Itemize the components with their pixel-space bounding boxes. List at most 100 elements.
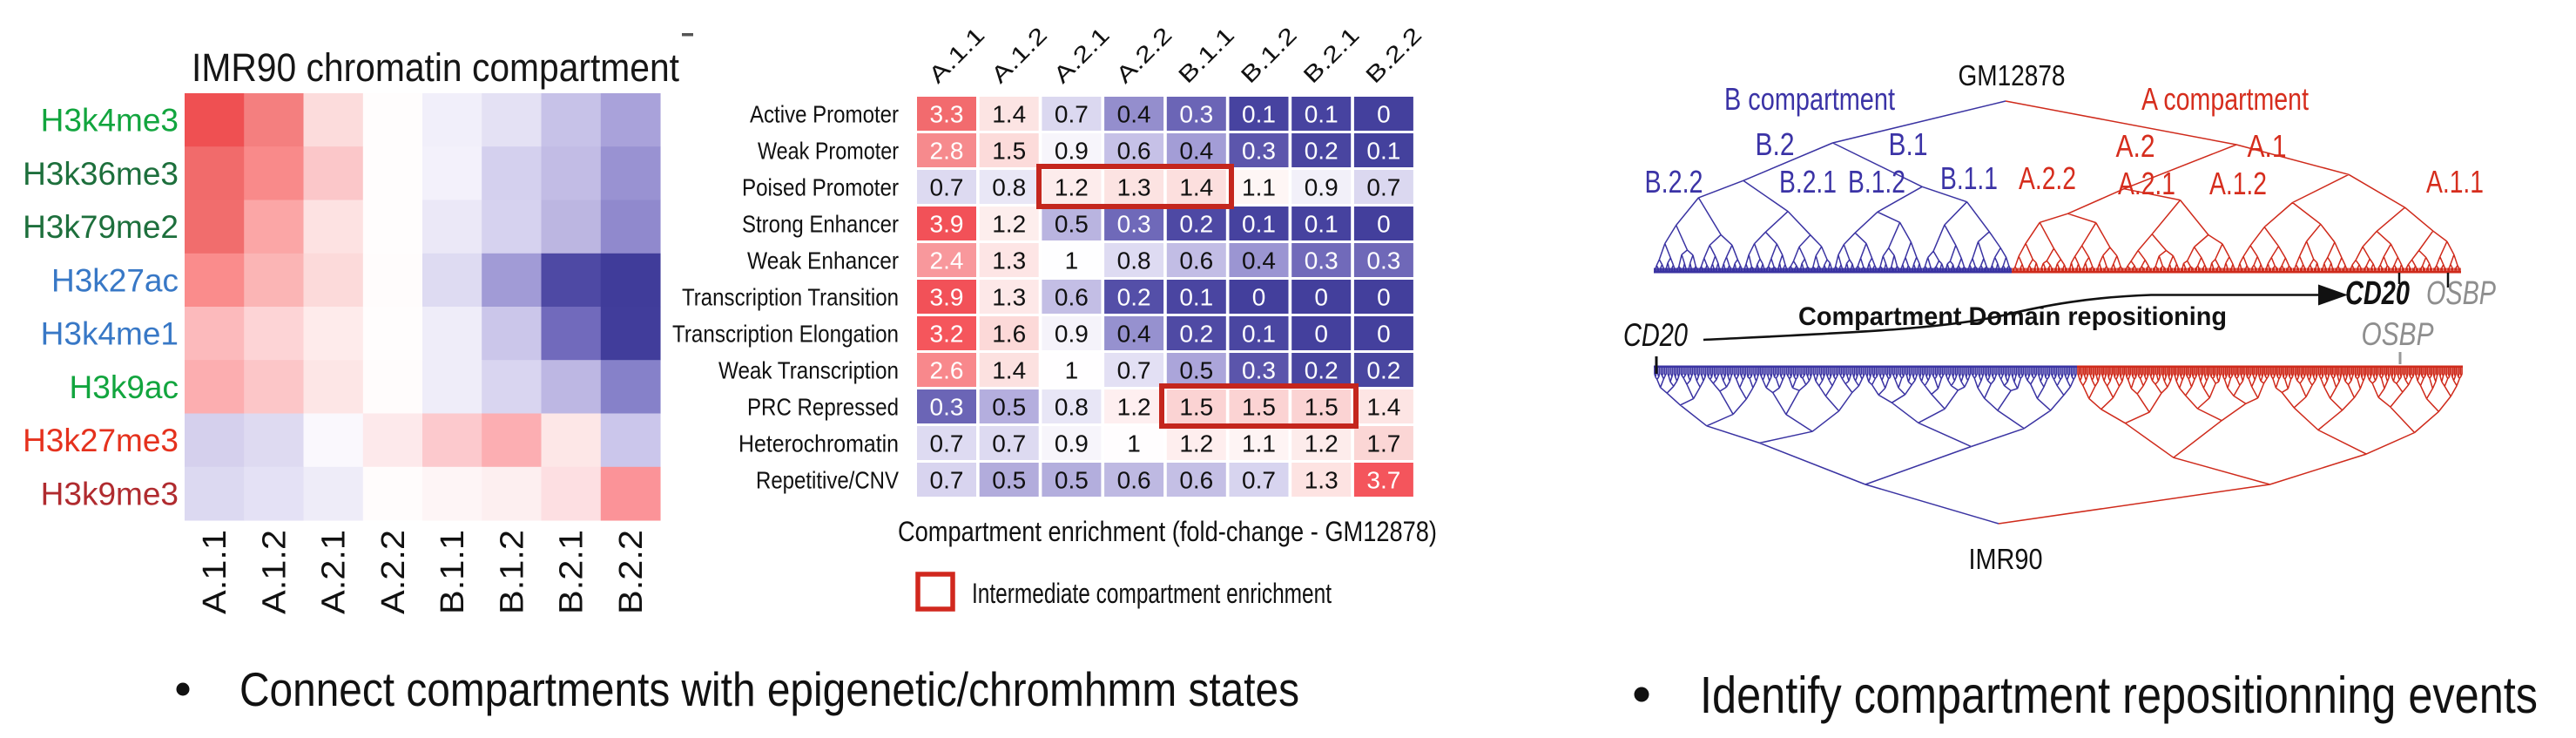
svg-text:0.5: 0.5 <box>1055 467 1089 494</box>
svg-text:1.3: 1.3 <box>1305 467 1339 494</box>
svg-text:2.4: 2.4 <box>930 247 964 274</box>
svg-text:0: 0 <box>1377 211 1391 238</box>
svg-text:2.6: 2.6 <box>930 357 964 384</box>
svg-text:0.3: 0.3 <box>1179 101 1213 128</box>
svg-text:0.1: 0.1 <box>1305 211 1339 238</box>
svg-text:Active Promoter: Active Promoter <box>750 101 899 128</box>
svg-text:0: 0 <box>1377 101 1391 128</box>
svg-text:Weak Promoter: Weak Promoter <box>758 138 899 165</box>
svg-text:B.1: B.1 <box>1889 126 1928 162</box>
svg-text:H3k4me3: H3k4me3 <box>41 103 179 139</box>
svg-text:H3k27ac: H3k27ac <box>51 262 179 298</box>
svg-text:1.3: 1.3 <box>992 284 1026 311</box>
svg-text:0.7: 0.7 <box>930 430 964 457</box>
svg-text:B.2.1: B.2.1 <box>1779 164 1837 200</box>
svg-text:A.1: A.1 <box>2248 128 2287 164</box>
svg-text:0.2: 0.2 <box>1305 138 1339 165</box>
svg-text:0.8: 0.8 <box>1055 394 1089 421</box>
svg-text:1.2: 1.2 <box>992 211 1026 238</box>
svg-text:2.8: 2.8 <box>930 138 964 165</box>
svg-text:1.1: 1.1 <box>1242 174 1276 201</box>
svg-text:0.1: 0.1 <box>1242 211 1276 238</box>
svg-text:1: 1 <box>1065 247 1079 274</box>
svg-text:1.2: 1.2 <box>1305 430 1339 457</box>
svg-text:0: 0 <box>1377 321 1391 348</box>
svg-text:0.1: 0.1 <box>1305 101 1339 128</box>
svg-text:0.3: 0.3 <box>1242 138 1276 165</box>
svg-text:Identify compartment repositio: Identify compartment repositionning even… <box>1700 667 2538 724</box>
svg-text:B.2.2: B.2.2 <box>613 530 650 614</box>
svg-text:0.5: 0.5 <box>1055 211 1089 238</box>
svg-text:0.7: 0.7 <box>1242 467 1276 494</box>
svg-text:1.4: 1.4 <box>992 357 1026 384</box>
svg-text:0: 0 <box>1314 284 1328 311</box>
svg-text:1.4: 1.4 <box>1366 394 1400 421</box>
svg-text:3.3: 3.3 <box>930 101 964 128</box>
svg-text:0.7: 0.7 <box>930 467 964 494</box>
svg-text:0.7: 0.7 <box>992 430 1026 457</box>
svg-text:CD20: CD20 <box>2345 275 2410 312</box>
svg-text:3.2: 3.2 <box>930 321 964 348</box>
svg-text:0.1: 0.1 <box>1179 284 1213 311</box>
svg-text:OSBP: OSBP <box>2426 275 2496 312</box>
svg-text:B.1.1: B.1.1 <box>1940 160 1998 196</box>
svg-text:Weak Enhancer: Weak Enhancer <box>747 247 899 274</box>
svg-text:H3k4me1: H3k4me1 <box>41 316 179 352</box>
svg-text:CD20: CD20 <box>1623 317 1688 353</box>
svg-text:0.2: 0.2 <box>1179 321 1213 348</box>
svg-text:0.4: 0.4 <box>1179 138 1213 165</box>
svg-text:Compartment Domain repositioni: Compartment Domain repositioning <box>1798 302 2227 331</box>
svg-text:0: 0 <box>1314 321 1328 348</box>
svg-text:0.9: 0.9 <box>1305 174 1339 201</box>
svg-text:0.5: 0.5 <box>992 394 1026 421</box>
svg-text:IMR90: IMR90 <box>1969 543 2043 575</box>
svg-text:0.2: 0.2 <box>1179 211 1213 238</box>
svg-text:H3k27me3: H3k27me3 <box>23 423 179 458</box>
svg-text:0.5: 0.5 <box>1179 357 1213 384</box>
svg-text:0.5: 0.5 <box>992 467 1026 494</box>
svg-text:B compartment: B compartment <box>1724 81 1895 117</box>
svg-text:A.2.2: A.2.2 <box>375 530 412 614</box>
svg-text:0.3: 0.3 <box>1117 211 1151 238</box>
svg-text:A.2.2: A.2.2 <box>2019 160 2076 196</box>
svg-text:0.8: 0.8 <box>1117 247 1151 274</box>
svg-text:0.4: 0.4 <box>1117 321 1151 348</box>
svg-text:0.7: 0.7 <box>1117 357 1151 384</box>
svg-text:B.2.2: B.2.2 <box>1645 164 1703 200</box>
svg-text:0.6: 0.6 <box>1117 138 1151 165</box>
svg-text:0.8: 0.8 <box>992 174 1026 201</box>
svg-text:Weak Transcription: Weak Transcription <box>718 357 899 384</box>
svg-text:A.1.1: A.1.1 <box>197 530 233 614</box>
svg-text:Connect compartments with epig: Connect compartments with epigenetic/chr… <box>239 662 1299 716</box>
svg-text:1.3: 1.3 <box>1117 174 1151 201</box>
svg-text:OSBP: OSBP <box>2362 316 2434 352</box>
svg-text:A.1.2: A.1.2 <box>2209 166 2267 201</box>
svg-text:1: 1 <box>1065 357 1079 384</box>
svg-text:0: 0 <box>1377 284 1391 311</box>
svg-text:A.1.2: A.1.2 <box>256 530 293 614</box>
svg-text:A.2: A.2 <box>2116 128 2155 164</box>
svg-text:0.3: 0.3 <box>930 394 964 421</box>
svg-text:0.2: 0.2 <box>1366 357 1400 384</box>
svg-text:3.9: 3.9 <box>930 211 964 238</box>
svg-text:Heterochromatin: Heterochromatin <box>738 430 899 457</box>
svg-text:H3k9me3: H3k9me3 <box>41 476 179 511</box>
svg-text:1.5: 1.5 <box>1305 394 1339 421</box>
svg-text:Poised Promoter: Poised Promoter <box>742 174 899 201</box>
svg-text:0.1: 0.1 <box>1242 101 1276 128</box>
svg-text:0.7: 0.7 <box>930 174 964 201</box>
svg-text:B.1.2: B.1.2 <box>1848 164 1905 200</box>
svg-text:1.2: 1.2 <box>1179 430 1213 457</box>
svg-text:0.6: 0.6 <box>1117 467 1151 494</box>
svg-text:H3k9ac: H3k9ac <box>70 369 179 405</box>
svg-text:0.3: 0.3 <box>1366 247 1400 274</box>
svg-text:1: 1 <box>1127 430 1141 457</box>
svg-text:0.3: 0.3 <box>1242 357 1276 384</box>
svg-text:0.9: 0.9 <box>1055 138 1089 165</box>
svg-text:0.4: 0.4 <box>1242 247 1276 274</box>
svg-text:3.7: 3.7 <box>1366 467 1400 494</box>
svg-text:0.4: 0.4 <box>1117 101 1151 128</box>
svg-text:0.7: 0.7 <box>1366 174 1400 201</box>
svg-text:0.6: 0.6 <box>1055 284 1089 311</box>
svg-text:B.2: B.2 <box>1756 126 1795 162</box>
